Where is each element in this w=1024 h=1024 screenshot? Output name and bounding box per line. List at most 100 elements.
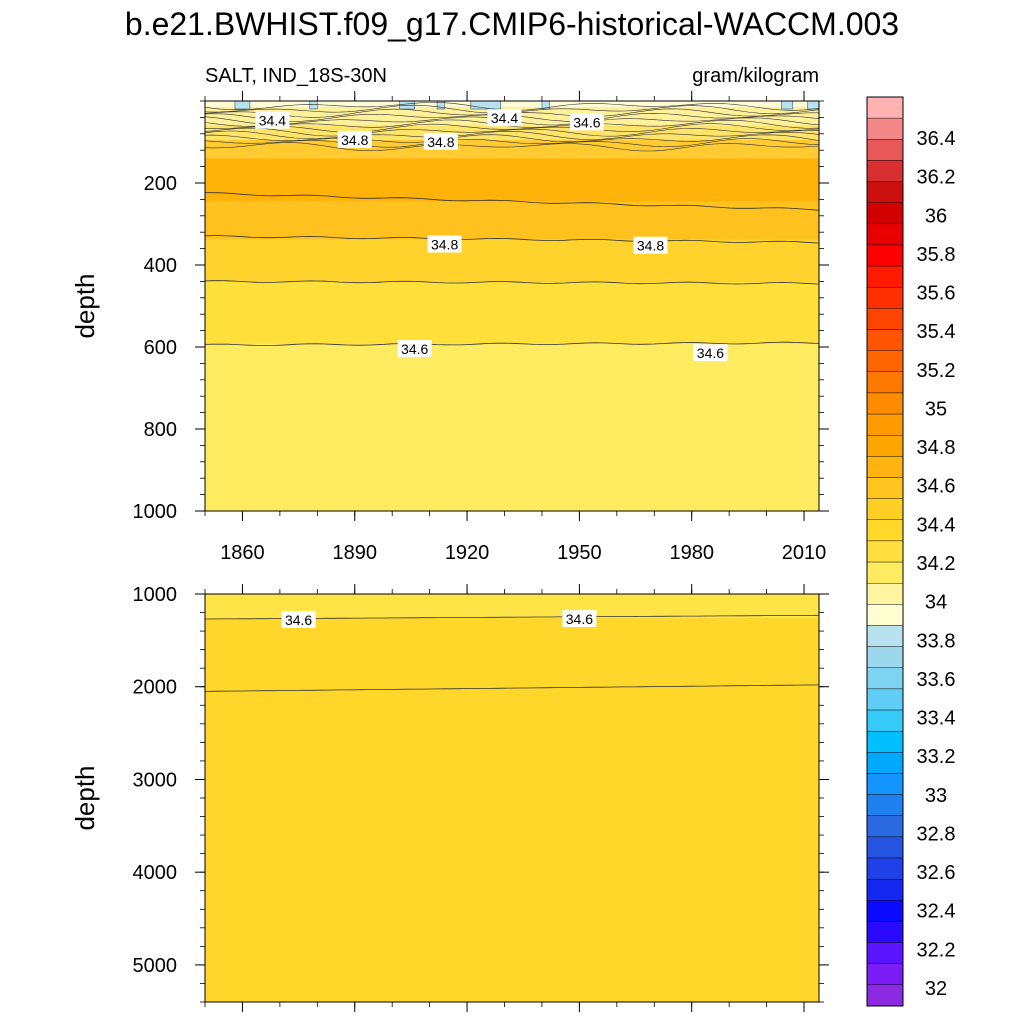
contour-label: 34.6 <box>693 344 728 362</box>
contour-label: 34.6 <box>397 340 432 358</box>
contour-label: 34.8 <box>633 236 668 254</box>
salinity-band <box>205 343 819 511</box>
colorbar-label: 34.6 <box>917 476 956 498</box>
colorbar-label: 35 <box>925 398 947 420</box>
contour-label: 34.4 <box>487 109 522 127</box>
y-tick-label: 4000 <box>133 862 178 884</box>
colorbar-box <box>866 477 904 499</box>
contour-label-text: 34.4 <box>491 110 518 126</box>
y-tick-label: 1000 <box>133 584 178 606</box>
colorbar-box <box>866 392 904 415</box>
colorbar-label: 33.4 <box>917 708 956 730</box>
colorbar-label: 33.6 <box>917 669 956 691</box>
colorbar-label: 33 <box>925 785 947 807</box>
colorbar-label: 32.4 <box>917 901 956 923</box>
x-tick-label: 1920 <box>445 542 490 564</box>
figure-title: b.e21.BWHIST.f09_g17.CMIP6-historical-WA… <box>125 6 899 42</box>
colorbar-label: 34.4 <box>917 514 956 536</box>
contour-label-text: 34.8 <box>637 238 664 254</box>
y-tick-label: 200 <box>144 173 177 195</box>
contour-label-box <box>487 109 522 127</box>
colorbar-box <box>866 244 904 267</box>
y-tick-label: 5000 <box>133 955 178 977</box>
colorbar-box <box>866 604 904 626</box>
colorbar-box <box>866 836 904 859</box>
colorbar-label: 32 <box>925 978 947 1000</box>
y-tick-label: 2000 <box>133 677 178 699</box>
contour-label-text: 34.8 <box>341 132 368 148</box>
contour-label-text: 34.4 <box>259 113 286 129</box>
colorbar-label: 33.8 <box>917 630 956 652</box>
colorbar-box <box>866 857 904 880</box>
colorbar-box <box>866 583 904 605</box>
colorbar-box <box>866 139 904 161</box>
plot-frame <box>204 100 820 512</box>
colorbar-box <box>866 117 904 140</box>
colorbar-label: 33.2 <box>917 746 956 768</box>
colorbar-label: 32.8 <box>917 823 956 845</box>
contour-line <box>204 123 820 133</box>
colorbar-box <box>866 878 904 901</box>
contour-label-box <box>337 130 372 148</box>
contour-label-text: 34.8 <box>431 237 458 253</box>
colorbar-box <box>866 287 904 309</box>
contour-label-text: 34.6 <box>573 114 600 130</box>
x-tick-label: 2010 <box>782 542 827 564</box>
x-tick-label: 1980 <box>669 542 714 564</box>
contour-label-box <box>562 610 597 628</box>
contour-label-box <box>397 340 432 358</box>
colorbar-box <box>866 773 904 795</box>
colorbar-label: 35.2 <box>917 360 956 382</box>
colorbar-box <box>866 942 904 964</box>
colorbar-box <box>866 202 904 225</box>
contour-label-text: 34.6 <box>697 345 724 361</box>
colorbar-box <box>866 329 904 351</box>
contour-label: 34.8 <box>427 235 462 253</box>
contour-label-text: 34.8 <box>427 134 454 150</box>
colorbar-box <box>866 815 904 838</box>
colorbar-box <box>866 96 904 119</box>
subtitle-right: gram/kilogram <box>692 65 819 87</box>
contour-label-text: 34.6 <box>566 611 593 627</box>
panel-background <box>205 594 819 1002</box>
y-tick-label: 400 <box>144 255 177 277</box>
colorbar-label: 36.2 <box>917 167 956 189</box>
colorbar-box <box>866 730 904 753</box>
x-tick-label: 1890 <box>333 542 378 564</box>
salinity-band <box>205 239 819 283</box>
contour-label: 34.6 <box>569 113 604 131</box>
colorbar-box <box>866 646 904 668</box>
colorbar-box <box>866 371 904 394</box>
colorbar-box <box>866 625 904 647</box>
salinity-band <box>205 158 819 202</box>
contour-line <box>204 142 820 152</box>
contour-label-box <box>423 133 458 150</box>
colorbar-box <box>866 160 904 182</box>
colorbar-box <box>866 709 904 732</box>
contour-label-box <box>633 236 668 254</box>
colorbar-label: 34.8 <box>917 437 956 459</box>
fresh-water-patch <box>234 100 251 110</box>
contour-line <box>205 192 820 211</box>
colorbar-box <box>866 540 904 563</box>
y-axis-label: depth <box>70 273 100 338</box>
contour-line <box>204 280 820 285</box>
contour-line <box>204 684 820 692</box>
colorbar-label: 32.2 <box>917 939 956 961</box>
colorbar-label: 36 <box>925 205 947 227</box>
colorbar-box <box>866 900 904 922</box>
colorbar-label: 35.4 <box>917 321 956 343</box>
colorbar-label: 34.2 <box>917 553 956 575</box>
subtitle-left: SALT, IND_18S-30N <box>205 65 387 87</box>
contour-label-text: 34.6 <box>401 341 428 357</box>
contour-label-text: 34.6 <box>285 612 312 628</box>
contour-line <box>204 119 820 129</box>
y-tick-label: 600 <box>144 337 177 359</box>
x-tick-label: 1950 <box>557 542 602 564</box>
fresh-water-patch <box>781 100 794 110</box>
colorbar-box <box>866 667 904 690</box>
contour-line <box>204 130 820 140</box>
contour-line <box>204 138 820 148</box>
contour-label-box <box>255 111 290 129</box>
